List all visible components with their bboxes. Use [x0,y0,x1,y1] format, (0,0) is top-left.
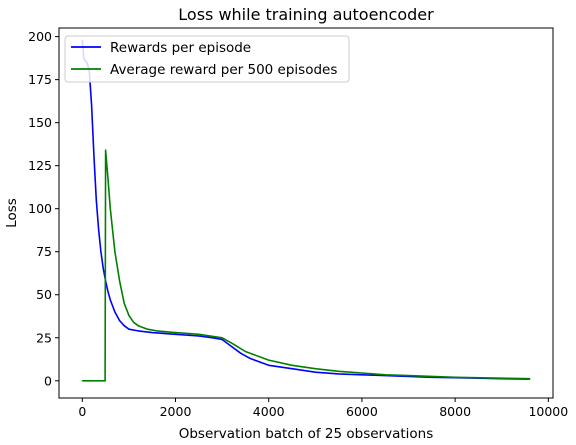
data-point [95,199,97,201]
data-point [174,332,177,334]
data-point [291,364,293,366]
legend-label-rewards: Rewards per episode [110,40,251,56]
data-point [230,345,232,347]
data-point [100,251,102,253]
data-point [198,335,200,337]
data-point [221,337,223,339]
x-tick-label: 10000 [528,404,568,419]
data-point [314,368,316,370]
y-tick-label: 75 [36,244,52,259]
data-point [338,373,340,375]
data-point [107,177,109,179]
x-tick-label: 6000 [346,404,378,419]
data-point [146,328,149,330]
x-tick-label: 0 [78,404,86,419]
data-point [123,325,125,327]
series-average-reward [82,149,530,382]
data-point [338,370,340,372]
data-point [98,228,100,230]
y-tick-label: 175 [28,72,52,87]
data-point [114,311,116,313]
data-point [291,368,293,370]
data-point [249,357,251,359]
y-axis: 0 25 50 75 100 125 150 175 200 [28,29,59,388]
data-point [268,364,270,366]
data-point [137,325,139,327]
data-point [212,337,214,339]
data-point [123,302,125,304]
data-point [230,342,232,344]
plot-area [58,27,554,399]
y-tick-label: 150 [28,115,52,130]
data-point [119,280,121,282]
series-layer [81,39,531,382]
data-point [91,104,93,106]
legend-box [64,35,350,83]
data-point [105,149,107,151]
y-tick-label: 125 [28,158,52,173]
data-point [93,156,95,158]
data-point [109,299,111,301]
data-point [109,208,111,210]
data-point [198,333,200,335]
x-axis: 0 2000 4000 6000 8000 10000 [78,398,568,419]
data-point [268,359,270,361]
data-point [501,377,503,379]
data-point [137,330,139,332]
data-point [114,251,116,253]
data-point [102,268,104,270]
y-tick-label: 25 [36,330,52,345]
legend-label-average: Average reward per 500 episodes [110,62,337,78]
series-rewards-per-episode [81,39,530,380]
data-point [361,374,363,376]
x-tick-label: 8000 [439,404,471,419]
x-tick-label: 4000 [253,404,285,419]
data-point [174,333,177,335]
data-point [104,380,106,382]
data-point [81,380,83,382]
data-point [529,378,531,380]
y-tick-label: 0 [44,373,52,388]
data-point [133,321,135,323]
data-point [361,372,363,374]
y-tick-label: 100 [28,201,52,216]
y-tick-label: 200 [28,29,52,44]
data-point [244,350,246,353]
y-axis-label: Loss [4,198,20,228]
data-point [384,374,386,376]
data-point [314,371,316,373]
data-point [128,314,130,316]
data-point [454,376,456,378]
x-axis-label: Observation batch of 25 observations [179,426,434,442]
data-point [221,338,223,341]
data-point [119,320,121,322]
data-point [128,328,130,330]
data-point [107,290,109,292]
chart-title: Loss while training autoencoder [178,5,434,24]
data-point [156,330,158,332]
data-point [407,375,410,377]
data-point [151,332,153,334]
data-point [240,352,242,354]
data-point [258,361,260,363]
x-tick-label: 2000 [160,404,192,419]
legend: Rewards per episode Average reward per 5… [64,35,350,83]
y-tick-label: 50 [36,287,52,302]
